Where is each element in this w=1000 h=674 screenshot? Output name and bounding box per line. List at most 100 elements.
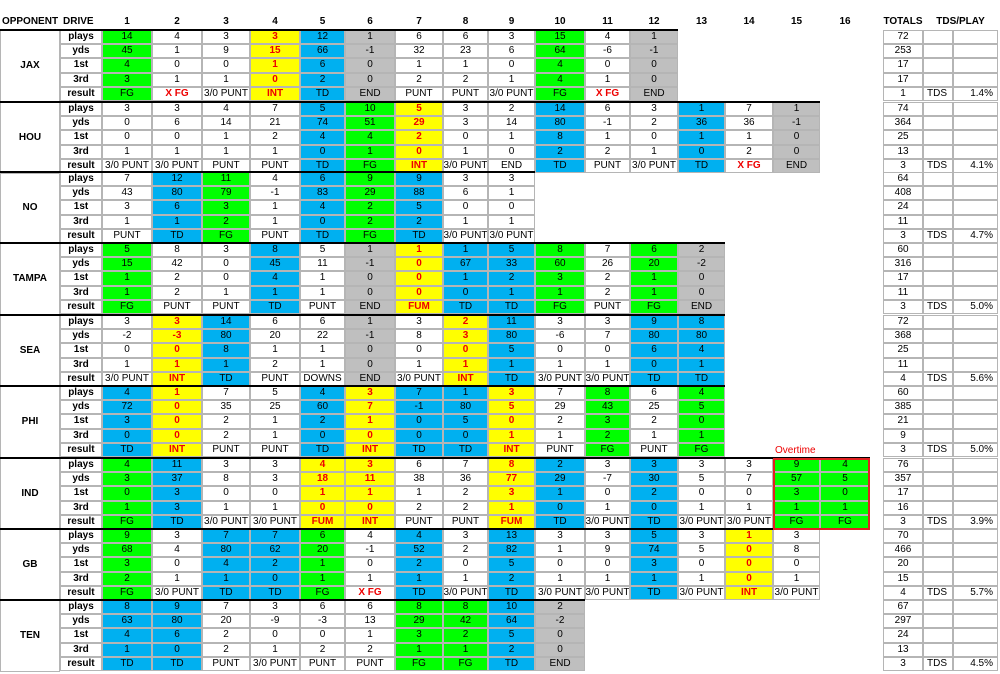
- header-drive-7[interactable]: 7: [416, 15, 422, 27]
- drive-9-yds[interactable]: 77: [488, 472, 535, 487]
- drive-6-third[interactable]: 2: [345, 214, 395, 229]
- drive-8-yds[interactable]: 2: [443, 543, 488, 558]
- drive-9-plays[interactable]: 10: [488, 600, 535, 615]
- drive-7-yds[interactable]: 29: [395, 116, 443, 131]
- stat-label-first[interactable]: 1st: [60, 628, 102, 643]
- drive-4-plays[interactable]: 7: [250, 529, 300, 544]
- drive-2-first[interactable]: 0: [152, 414, 202, 429]
- drive-8-third[interactable]: 1: [443, 642, 488, 657]
- drive-12-plays[interactable]: 3: [630, 102, 678, 117]
- stat-label-plays[interactable]: plays: [60, 458, 102, 473]
- drive-1-yds[interactable]: 68: [102, 543, 152, 558]
- drive-13-plays[interactable]: 1: [678, 102, 725, 117]
- drive-12-result[interactable]: END: [630, 86, 678, 101]
- total-tds[interactable]: 1: [883, 86, 923, 101]
- drive-7-plays[interactable]: 6: [395, 30, 443, 45]
- drive-3-plays[interactable]: 7: [202, 529, 250, 544]
- drive-1-yds[interactable]: 0: [102, 116, 152, 131]
- drive-14-first[interactable]: 0: [725, 486, 773, 501]
- drive-1-plays[interactable]: 3: [102, 102, 152, 117]
- drive-7-yds[interactable]: 88: [395, 186, 443, 201]
- drive-14-first[interactable]: 0: [725, 557, 773, 572]
- drive-3-first[interactable]: 2: [202, 628, 250, 643]
- total-yds[interactable]: 368: [883, 329, 923, 344]
- drive-5-yds[interactable]: 74: [300, 116, 345, 131]
- stat-label-plays[interactable]: plays: [60, 386, 102, 401]
- stat-label-third[interactable]: 3rd: [60, 144, 102, 159]
- drive-6-result[interactable]: X FG: [345, 585, 395, 600]
- drive-13-third[interactable]: 0: [678, 285, 725, 300]
- drive-3-yds[interactable]: 14: [202, 116, 250, 131]
- drive-12-yds[interactable]: -1: [630, 44, 678, 59]
- drive-15-third[interactable]: 0: [773, 144, 820, 159]
- drive-12-result[interactable]: FG: [630, 299, 678, 314]
- drive-5-third[interactable]: 2: [300, 72, 345, 87]
- drive-11-third[interactable]: 2: [585, 144, 630, 159]
- total-tds[interactable]: 3: [883, 158, 923, 173]
- drive-6-first[interactable]: 1: [345, 628, 395, 643]
- drive-4-third[interactable]: 1: [250, 144, 300, 159]
- stat-label-result[interactable]: result: [60, 86, 102, 101]
- drive-11-third[interactable]: 1: [585, 357, 630, 372]
- total-blank[interactable]: [923, 486, 953, 501]
- drive-6-first[interactable]: 0: [345, 271, 395, 286]
- drive-10-result[interactable]: TD: [535, 514, 585, 529]
- header-drive-8[interactable]: 8: [462, 15, 469, 27]
- drive-6-third[interactable]: 0: [345, 72, 395, 87]
- drive-12-plays[interactable]: 6: [630, 386, 678, 401]
- drive-9-yds[interactable]: 64: [488, 614, 535, 629]
- opponent-hou[interactable]: HOU: [0, 102, 60, 174]
- drive-10-third[interactable]: 1: [535, 285, 585, 300]
- total-plays[interactable]: 76: [883, 458, 923, 473]
- drive-5-plays[interactable]: 6: [300, 600, 345, 615]
- tds-label[interactable]: TDS: [923, 442, 953, 457]
- drive-2-plays[interactable]: 8: [152, 243, 202, 258]
- tds-label[interactable]: TDS: [923, 86, 953, 101]
- drive-15-result[interactable]: END: [773, 158, 820, 173]
- drive-2-plays[interactable]: 11: [152, 458, 202, 473]
- drive-7-plays[interactable]: 5: [395, 102, 443, 117]
- total-blank[interactable]: [923, 271, 953, 286]
- drive-11-result[interactable]: PUNT: [585, 158, 630, 173]
- drive-11-yds[interactable]: -1: [585, 116, 630, 131]
- drive-1-result[interactable]: TD: [102, 656, 152, 671]
- drive-13-plays[interactable]: 3: [678, 529, 725, 544]
- drive-5-third[interactable]: 2: [300, 642, 345, 657]
- total-blank[interactable]: [923, 257, 953, 272]
- drive-8-third[interactable]: 0: [443, 285, 488, 300]
- drive-13-yds[interactable]: 5: [678, 400, 725, 415]
- drive-4-first[interactable]: 2: [250, 557, 300, 572]
- total-blank[interactable]: [923, 285, 953, 300]
- drive-9-first[interactable]: 5: [488, 628, 535, 643]
- drive-8-third[interactable]: 1: [443, 357, 488, 372]
- drive-2-plays[interactable]: 3: [152, 102, 202, 117]
- stat-label-yds[interactable]: yds: [60, 400, 102, 415]
- drive-9-plays[interactable]: 8: [488, 458, 535, 473]
- drive-12-yds[interactable]: 2: [630, 116, 678, 131]
- drive-13-first[interactable]: 1: [678, 130, 725, 145]
- drive-15-first[interactable]: 0: [773, 557, 820, 572]
- header-drive-2[interactable]: 2: [174, 15, 180, 27]
- drive-13-result[interactable]: 3/0 PUNT: [678, 585, 725, 600]
- drive-3-first[interactable]: 1: [202, 130, 250, 145]
- drive-6-first[interactable]: 0: [345, 343, 395, 358]
- drive-6-third[interactable]: 1: [345, 571, 395, 586]
- total-blank[interactable]: [923, 600, 953, 615]
- drive-12-first[interactable]: 2: [630, 486, 678, 501]
- drive-10-plays[interactable]: 14: [535, 102, 585, 117]
- drive-9-first[interactable]: 5: [488, 343, 535, 358]
- stat-label-plays[interactable]: plays: [60, 30, 102, 45]
- drive-6-third[interactable]: 0: [345, 428, 395, 443]
- drive-8-yds[interactable]: 23: [443, 44, 488, 59]
- drive-7-first[interactable]: 3: [395, 628, 443, 643]
- drive-11-result[interactable]: PUNT: [585, 299, 630, 314]
- drive-15-yds[interactable]: -1: [773, 116, 820, 131]
- drive-2-yds[interactable]: 37: [152, 472, 202, 487]
- drive-6-plays[interactable]: 3: [345, 458, 395, 473]
- drive-4-plays[interactable]: 3: [250, 600, 300, 615]
- drive-1-first[interactable]: 3: [102, 200, 152, 215]
- total-yds[interactable]: 364: [883, 116, 923, 131]
- drive-9-result[interactable]: TD: [488, 371, 535, 386]
- opponent-sea[interactable]: SEA: [0, 315, 60, 387]
- drive-13-yds[interactable]: 36: [678, 116, 725, 131]
